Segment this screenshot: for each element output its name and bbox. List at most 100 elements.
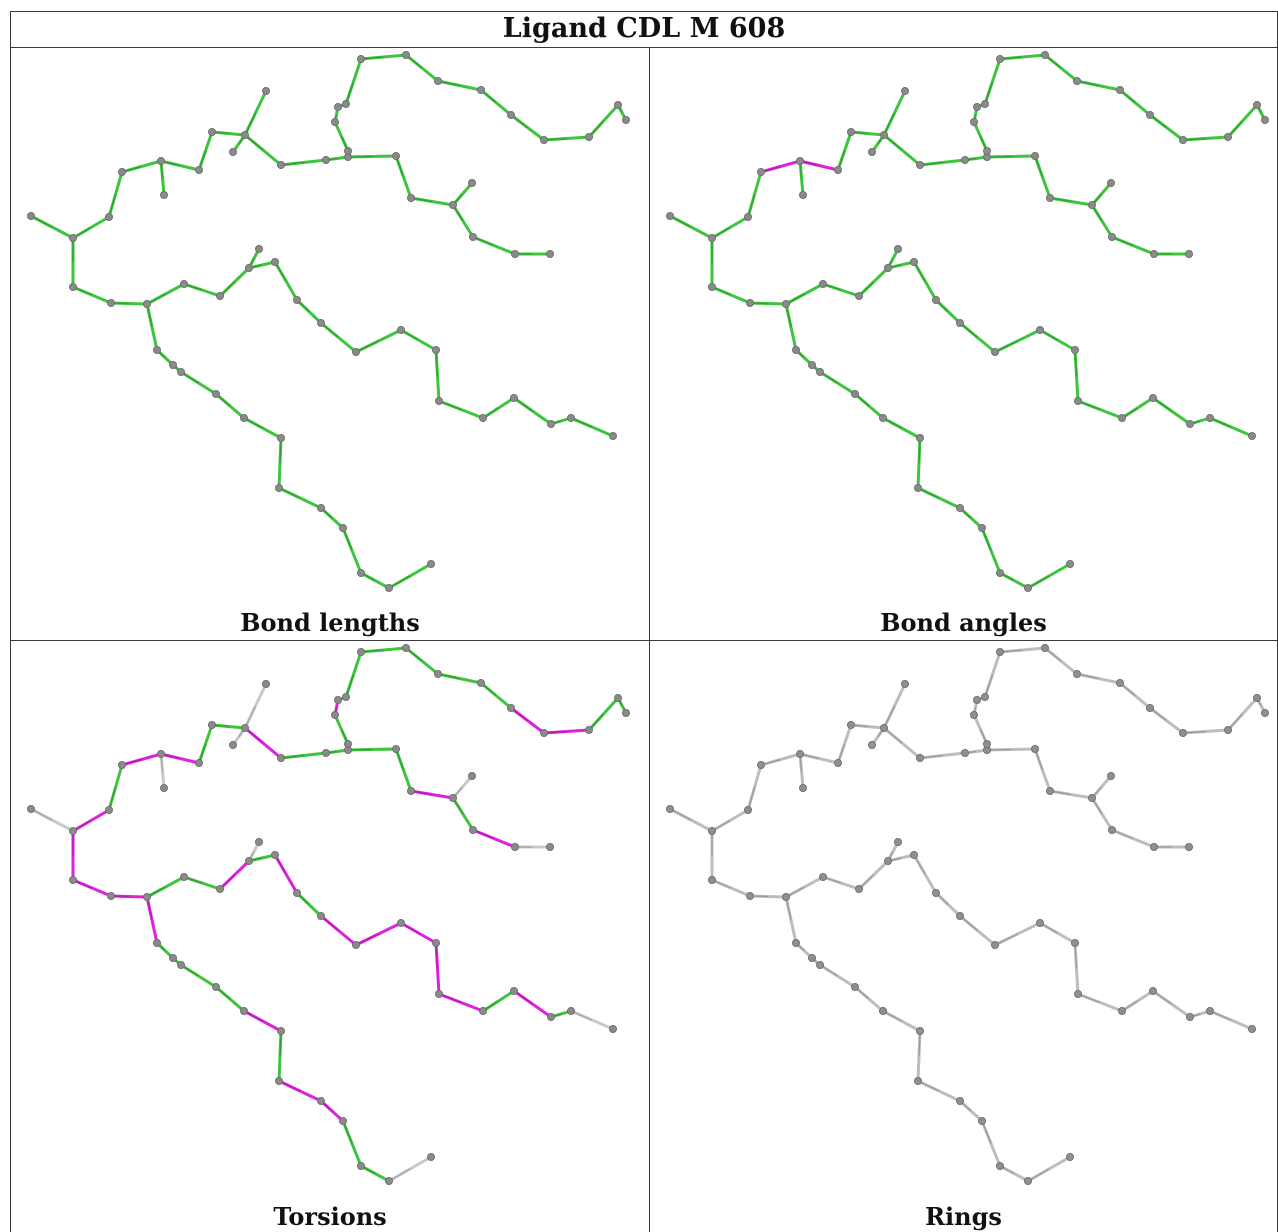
atom-a54 — [152, 345, 161, 354]
bond-17 — [451, 181, 474, 207]
bond-64 — [387, 1155, 433, 1183]
atom-a4 — [118, 761, 127, 770]
caption-torsions: Torsions — [273, 1202, 387, 1231]
atom-a44 — [955, 318, 964, 327]
atom-a6 — [194, 166, 203, 175]
atom-a10 — [228, 148, 237, 157]
panel-bond-lengths: Bond lengths — [11, 48, 649, 640]
row-divider — [10, 640, 1278, 641]
bond-38 — [821, 282, 861, 298]
atom-a49 — [478, 413, 487, 422]
bond-39 — [857, 266, 890, 298]
panel-torsions: Torsions — [11, 641, 649, 1232]
bond-45 — [354, 328, 403, 354]
bond-8 — [882, 89, 907, 137]
atom-a47 — [431, 938, 440, 947]
atom-a60 — [913, 483, 922, 492]
atom-a52 — [1206, 413, 1215, 422]
bond-4 — [120, 159, 163, 174]
bond-63 — [998, 1164, 1030, 1183]
bond-shade-8 — [244, 705, 257, 729]
bond-shade-59 — [279, 437, 282, 464]
atom-a59 — [915, 433, 924, 442]
column-divider — [649, 47, 650, 1232]
bond-14 — [985, 154, 1037, 159]
atom-a58 — [239, 413, 248, 422]
atom-a34 — [622, 709, 631, 718]
atom-a65 — [1065, 1153, 1074, 1162]
atom-a27 — [1040, 644, 1049, 652]
atom-a13 — [321, 156, 330, 165]
atom-a7 — [207, 721, 216, 730]
atom-a10 — [867, 148, 876, 157]
atom-a33 — [614, 101, 623, 110]
bond-6 — [197, 723, 214, 765]
atom-a4 — [757, 761, 766, 770]
atom-a48 — [1073, 989, 1082, 998]
atom-a51 — [1186, 419, 1195, 428]
bond-26 — [359, 646, 408, 654]
bond-15 — [394, 747, 413, 793]
caption-bond-angles: Bond angles — [880, 608, 1047, 637]
atom-a65 — [426, 560, 435, 569]
bond-62 — [341, 526, 363, 575]
atom-a35 — [69, 282, 78, 291]
bond-shade-59 — [918, 437, 921, 464]
bond-22 — [333, 120, 350, 153]
bond-shade-62 — [342, 1120, 353, 1144]
atom-a57 — [850, 389, 859, 398]
atom-a5 — [156, 750, 165, 759]
bond-7 — [210, 130, 247, 137]
atom-a39 — [854, 884, 863, 893]
bond-19 — [1110, 235, 1156, 256]
bond-6 — [836, 723, 853, 765]
molecule-bond-lengths — [26, 51, 631, 593]
bond-16 — [1048, 789, 1094, 800]
bond-6 — [197, 130, 214, 172]
atom-a28 — [1072, 76, 1081, 85]
bond-4 — [759, 159, 802, 174]
atom-a36 — [746, 891, 755, 900]
bond-shade-64 — [1027, 575, 1050, 589]
atom-a30 — [1145, 704, 1154, 713]
bond-38 — [821, 875, 861, 891]
bond-30 — [509, 706, 546, 735]
atom-a29 — [476, 679, 485, 688]
atom-a12 — [915, 161, 924, 170]
atom-a47 — [1070, 938, 1079, 947]
bond-42 — [273, 260, 299, 302]
atom-a10 — [228, 741, 237, 750]
bond-53 — [145, 895, 159, 945]
atom-a4 — [757, 168, 766, 177]
atom-a64 — [384, 1177, 393, 1186]
atom-a49 — [478, 1006, 487, 1015]
bond-2 — [71, 215, 111, 240]
atom-a36 — [107, 891, 116, 900]
caption-bond-lengths: Bond lengths — [240, 608, 420, 637]
atom-a24 — [333, 103, 342, 112]
atom-a50 — [1148, 393, 1157, 402]
bond-35 — [71, 285, 113, 305]
title-bottom-border — [10, 47, 1278, 48]
atom-a13 — [960, 749, 969, 758]
atom-a16 — [406, 193, 415, 202]
atom-a27 — [401, 51, 410, 59]
atom-a50 — [1148, 986, 1157, 995]
atom-a32 — [1224, 726, 1233, 735]
atom-a60 — [274, 1076, 283, 1085]
atom-a27 — [401, 644, 410, 652]
bond-50 — [512, 989, 553, 1019]
bond-37 — [145, 875, 186, 899]
atom-a35 — [708, 875, 717, 884]
bond-29 — [479, 88, 513, 117]
atom-a56 — [176, 960, 185, 969]
atom-a53 — [609, 1024, 618, 1033]
bond-43 — [934, 298, 962, 325]
atom-a61 — [955, 503, 964, 512]
bond-38 — [182, 875, 222, 891]
bond-50 — [512, 396, 553, 426]
atom-a65 — [426, 1153, 435, 1162]
bond-58 — [881, 1009, 922, 1033]
atom-a50 — [509, 986, 518, 995]
bond-48 — [437, 992, 485, 1013]
